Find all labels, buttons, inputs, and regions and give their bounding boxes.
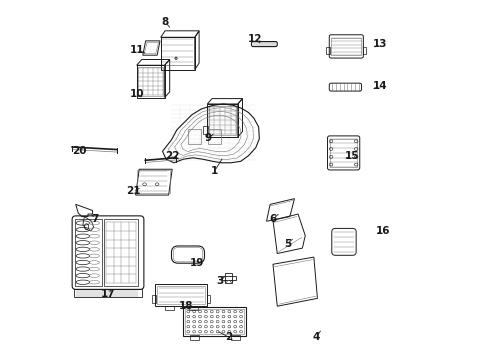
Bar [74,289,142,297]
Text: 20: 20 [72,145,87,156]
Text: 17: 17 [101,289,115,299]
Text: 16: 16 [376,226,391,236]
Bar [231,335,240,340]
Text: 10: 10 [129,89,144,99]
Text: 2: 2 [225,332,232,342]
Bar [157,286,205,304]
Bar [104,220,139,286]
Bar [137,170,170,193]
Bar [183,307,246,336]
Text: 7: 7 [92,214,99,224]
Text: 19: 19 [190,258,204,268]
Text: 6: 6 [270,215,276,224]
Bar [208,129,221,144]
Bar [190,306,198,310]
Text: 18: 18 [178,301,193,311]
Bar [207,104,238,137]
Text: 11: 11 [129,45,144,55]
Text: 8: 8 [162,17,169,27]
Bar [209,106,236,135]
Bar [326,47,330,54]
Bar [166,306,174,310]
Bar [190,335,199,340]
Bar [363,47,366,54]
Bar [137,65,165,98]
Bar [139,67,163,96]
Text: 4: 4 [312,332,319,342]
Text: 13: 13 [373,40,388,49]
Text: 3: 3 [216,276,223,286]
Bar [225,273,232,283]
Bar [331,38,361,55]
Bar [207,296,210,303]
Bar [75,220,102,286]
Text: 21: 21 [126,186,140,197]
Text: 12: 12 [248,35,262,44]
Bar [221,276,236,280]
Text: 15: 15 [344,150,359,161]
Bar [152,296,156,303]
Bar [203,126,208,134]
Bar [188,129,201,144]
Text: 14: 14 [373,81,388,91]
Bar [330,139,357,167]
Text: 5: 5 [284,239,291,249]
Text: 22: 22 [165,150,180,161]
Bar [185,309,245,334]
Bar [161,37,195,69]
Bar [155,284,207,306]
Text: 1: 1 [211,166,218,176]
Text: 9: 9 [205,133,212,143]
